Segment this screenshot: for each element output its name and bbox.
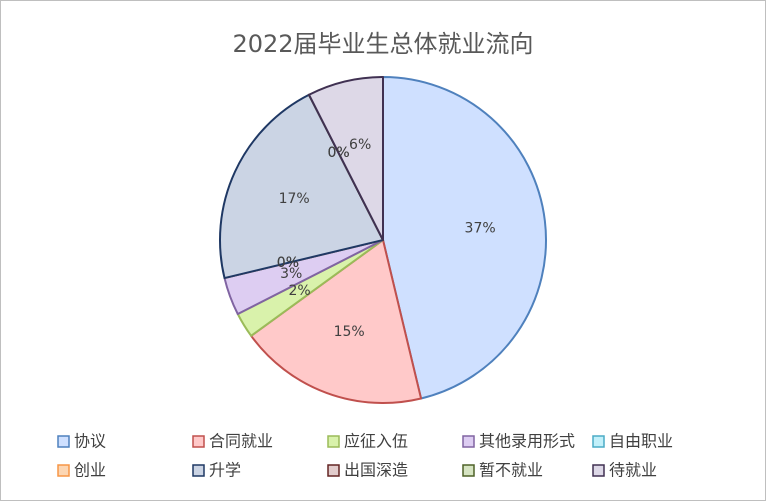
legend-label: 应征入伍 <box>344 432 408 451</box>
data-label: 37% <box>465 221 496 237</box>
legend-label: 升学 <box>209 461 241 480</box>
data-label: 0% <box>277 255 299 271</box>
legend-label: 创业 <box>74 461 106 480</box>
legend-swatch <box>462 435 475 448</box>
legend-label: 协议 <box>74 432 106 451</box>
pie-slice <box>219 93 384 280</box>
chart-title: 2022届毕业生总体就业流向 <box>232 30 533 58</box>
data-label: 3% <box>280 266 302 282</box>
legend-label: 自由职业 <box>609 432 673 451</box>
legend-label: 待就业 <box>609 461 657 480</box>
data-label: 2% <box>289 283 311 299</box>
legend-swatch <box>192 464 205 477</box>
data-label: 6% <box>349 137 371 153</box>
legend-swatch <box>592 464 605 477</box>
data-label: 0% <box>277 255 299 271</box>
data-label: 15% <box>334 324 365 340</box>
legend-swatch <box>192 435 205 448</box>
legend-swatch <box>592 435 605 448</box>
data-label: 0% <box>327 145 349 161</box>
data-label: 17% <box>279 191 310 207</box>
legend-swatch <box>327 435 340 448</box>
legend-swatch <box>462 464 475 477</box>
legend-label: 其他录用形式 <box>479 432 575 451</box>
legend-label: 合同就业 <box>209 432 273 451</box>
legend-label: 出国深造 <box>344 461 408 480</box>
pie-slice <box>308 76 384 241</box>
pie-slice <box>250 239 423 404</box>
legend-swatch <box>327 464 340 477</box>
legend-swatch <box>57 464 70 477</box>
legend-swatch <box>57 435 70 448</box>
legend-label: 暂不就业 <box>479 461 543 480</box>
data-label: 0% <box>327 145 349 161</box>
pie-slice <box>382 76 547 400</box>
